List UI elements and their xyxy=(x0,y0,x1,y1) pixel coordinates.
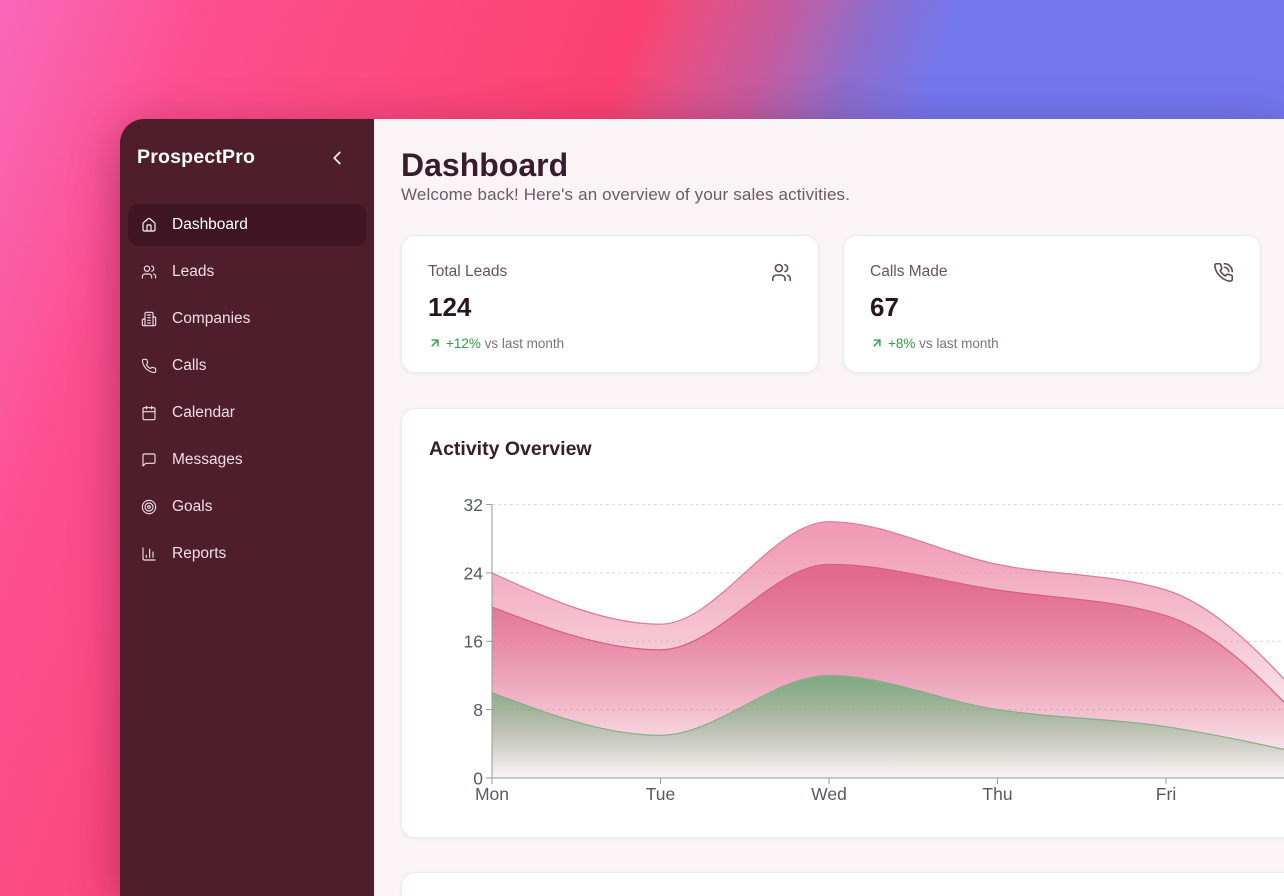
svg-text:32: 32 xyxy=(464,495,483,515)
svg-text:Fri: Fri xyxy=(1156,784,1176,804)
svg-text:16: 16 xyxy=(464,632,483,652)
svg-text:8: 8 xyxy=(473,700,483,720)
svg-text:Wed: Wed xyxy=(811,784,847,804)
svg-text:Tue: Tue xyxy=(646,784,676,804)
svg-text:Mon: Mon xyxy=(475,784,509,804)
svg-text:0: 0 xyxy=(473,768,483,788)
svg-text:Thu: Thu xyxy=(982,784,1012,804)
svg-text:24: 24 xyxy=(464,563,484,583)
